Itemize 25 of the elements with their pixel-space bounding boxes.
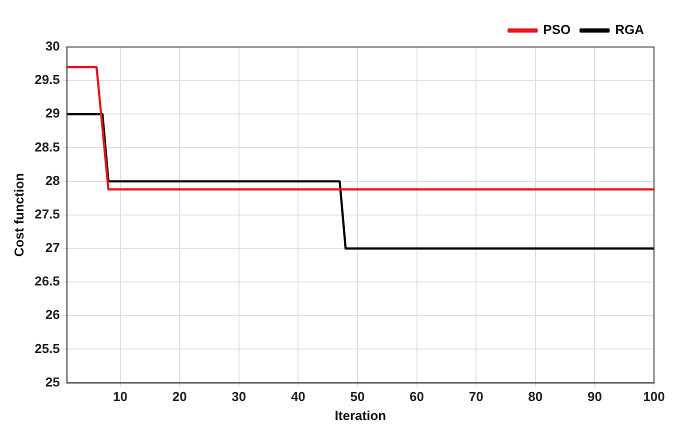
y-tick-label: 28 [45,172,60,188]
x-tick-label: 80 [528,389,543,404]
y-tick-label: 26 [45,307,60,322]
x-tick-label: 70 [468,389,484,404]
y-tick-label: 25.5 [34,340,60,356]
y-tick-label: 27.5 [34,206,60,222]
x-tick-label: 40 [290,389,306,404]
x-tick-label: 90 [587,389,602,404]
y-tick-label: 30 [45,38,60,54]
y-tick-label: 28.5 [34,139,60,154]
x-tick-label: 60 [410,389,424,404]
legend-label: PSO [543,22,571,38]
x-tick-label: 100 [643,389,665,404]
x-tick-label: 20 [172,389,187,404]
y-tick-label: 29 [45,106,60,121]
y-tick-label: 25 [45,374,60,390]
y-tick-label: 29.5 [34,72,60,88]
y-tick-label: 26.5 [34,274,60,289]
x-tick-label: 50 [350,389,365,404]
x-tick-label: 10 [113,389,128,404]
legend-label: RGA [615,22,645,38]
x-axis-title: Iteration [334,408,386,423]
y-axis-title: Cost function [11,172,26,257]
y-tick-label: 27 [45,240,60,256]
x-tick-label: 30 [232,389,246,404]
